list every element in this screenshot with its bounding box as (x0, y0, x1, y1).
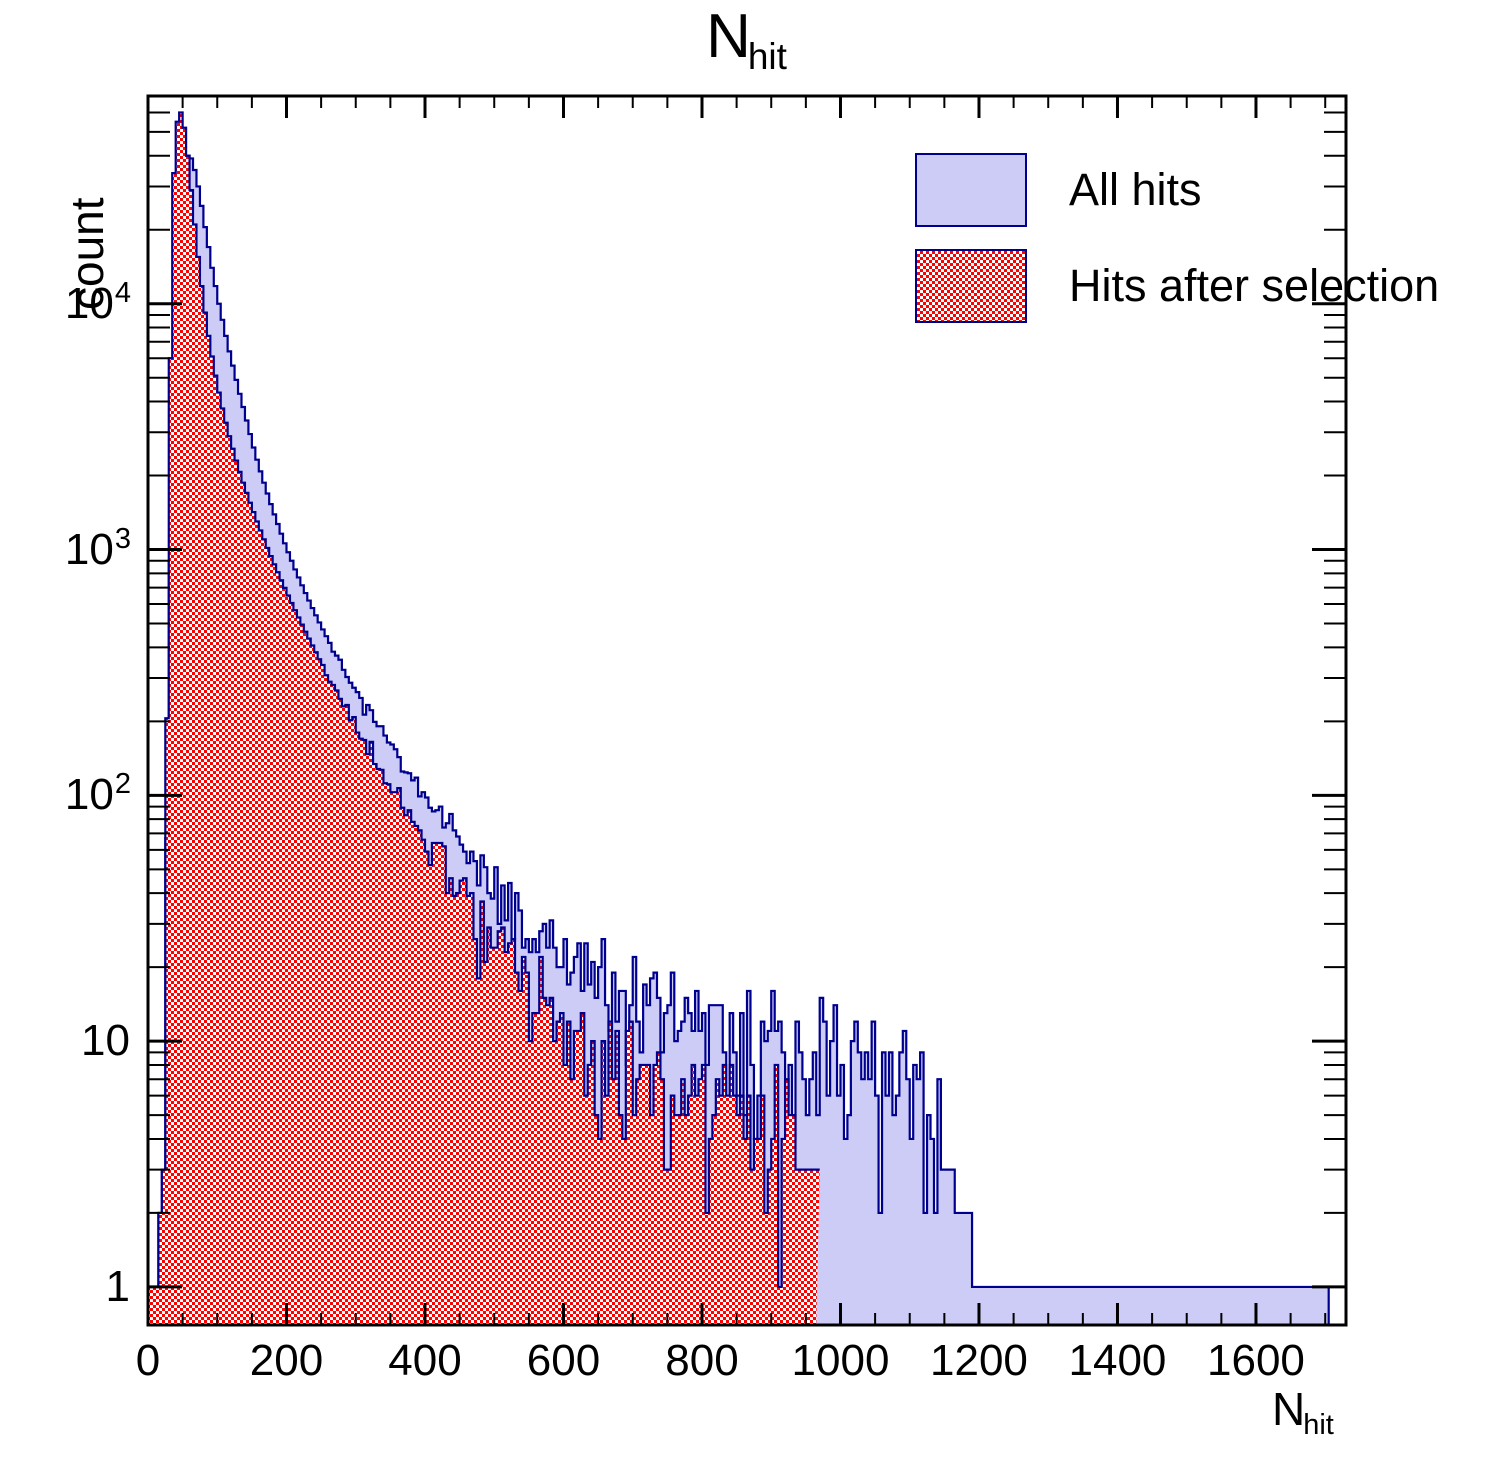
x-tick-label: 600 (526, 1336, 601, 1385)
x-tick-label: 0 (135, 1336, 161, 1385)
y-tick-label: 103 (64, 522, 131, 574)
legend-swatch-hits-after-selection (915, 249, 1027, 323)
x-tick-label: 1200 (930, 1336, 1028, 1385)
chart-title-main: N (706, 2, 751, 71)
chart-legend: All hits Hits after selection (915, 148, 1439, 340)
y-tick-label: 10 (81, 1016, 130, 1066)
x-tick-label: 1600 (1207, 1336, 1305, 1385)
chart-title-subscript: hit (747, 36, 787, 77)
x-tick-label: 200 (249, 1336, 324, 1385)
y-tick-label: 1 (105, 1261, 130, 1311)
x-tick-label: 400 (388, 1336, 462, 1385)
legend-item-hits-after-selection[interactable]: Hits after selection (915, 244, 1439, 328)
chart-title: Nhit (0, 6, 1496, 76)
x-axis-title-subscript: hit (1303, 1409, 1334, 1441)
y-tick-label: 102 (64, 768, 131, 820)
x-axis-title: Nhit (1272, 1382, 1336, 1441)
x-axis-title-main: N (1272, 1383, 1306, 1435)
legend-item-all-hits[interactable]: All hits (915, 148, 1439, 232)
x-tick-label: 800 (665, 1336, 739, 1385)
legend-label-hits-after-selection: Hits after selection (1069, 260, 1440, 311)
legend-swatch-all-hits (915, 153, 1027, 227)
y-tick-label: 104 (64, 276, 131, 328)
x-tick-label: 1000 (791, 1336, 890, 1385)
x-tick-label: 1400 (1068, 1336, 1167, 1385)
legend-label-all-hits: All hits (1069, 164, 1202, 215)
